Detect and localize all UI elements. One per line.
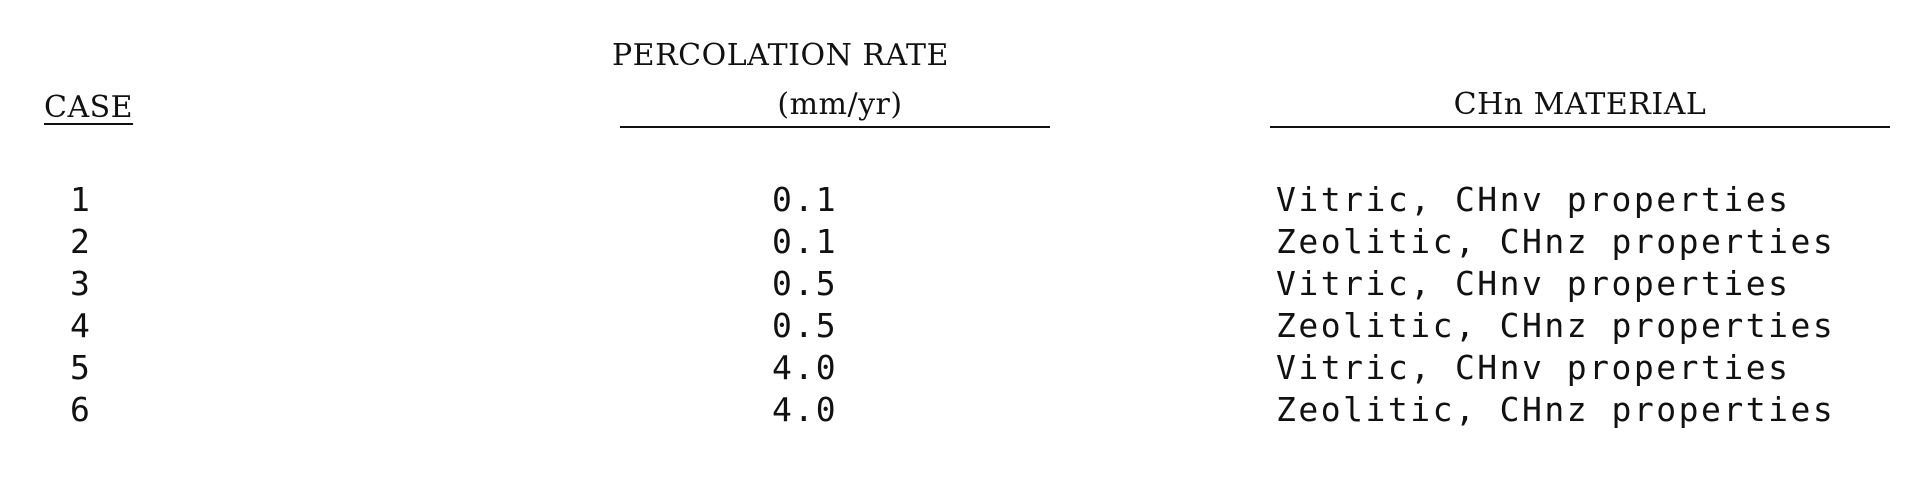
cell-case: 1 [70, 180, 92, 219]
cell-material: Vitric, CHnv properties [1276, 348, 1791, 387]
table-row: 2 0.1 Zeolitic, CHnz properties [0, 222, 1921, 264]
table-row: 3 0.5 Vitric, CHnv properties [0, 264, 1921, 306]
table-body: 1 0.1 Vitric, CHnv properties 2 0.1 Zeol… [0, 180, 1921, 432]
cell-rate: 0.5 [772, 264, 838, 303]
cell-material: Zeolitic, CHnz properties [1276, 222, 1836, 261]
cell-material: Zeolitic, CHnz properties [1276, 390, 1836, 429]
header-rule-material [1270, 126, 1890, 128]
table-row: 5 4.0 Vitric, CHnv properties [0, 348, 1921, 390]
cell-material: Vitric, CHnv properties [1276, 264, 1791, 303]
header-rule-rate [620, 126, 1050, 128]
cell-rate: 4.0 [772, 390, 838, 429]
header-percolation-rate: PERCOLATION RATE [612, 38, 949, 73]
header-case-label: CASE [44, 90, 134, 125]
cell-rate: 0.1 [772, 180, 838, 219]
cell-rate: 0.5 [772, 306, 838, 345]
cell-rate: 4.0 [772, 348, 838, 387]
cell-material: Vitric, CHnv properties [1276, 180, 1791, 219]
table-row: 1 0.1 Vitric, CHnv properties [0, 180, 1921, 222]
cell-case: 6 [70, 390, 92, 429]
cell-case: 3 [70, 264, 92, 303]
header-chn-material: CHn MATERIAL [1453, 87, 1707, 122]
header-case: CASE [44, 90, 133, 125]
cell-rate: 0.1 [772, 222, 838, 261]
cell-case: 5 [70, 348, 92, 387]
cell-material: Zeolitic, CHnz properties [1276, 306, 1836, 345]
table-row: 6 4.0 Zeolitic, CHnz properties [0, 390, 1921, 432]
cell-case: 4 [70, 306, 92, 345]
header-percolation-units: (mm/yr) [777, 87, 903, 122]
cell-case: 2 [70, 222, 92, 261]
table-row: 4 0.5 Zeolitic, CHnz properties [0, 306, 1921, 348]
